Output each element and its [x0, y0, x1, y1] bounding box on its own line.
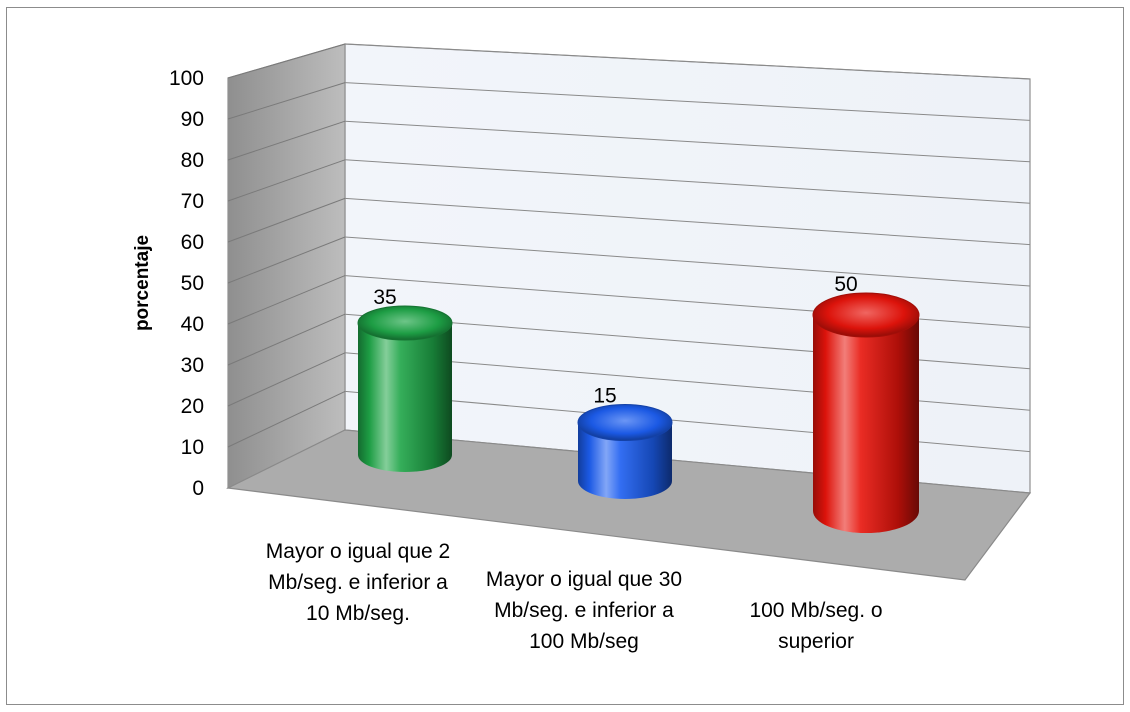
gridline-side — [227, 313, 346, 366]
bar-body — [578, 422, 672, 499]
gridline — [344, 82, 1031, 121]
y-tick-label: 30 — [181, 354, 204, 377]
category-label-line: superior — [778, 630, 854, 653]
y-tick-label: 0 — [192, 477, 204, 500]
bar-3: 50 — [812, 273, 920, 533]
bar-2: 15 — [577, 385, 673, 499]
category-label-line: Mayor o igual que 30 — [485, 568, 683, 591]
data-label: 50 — [834, 273, 857, 296]
category-label: Mayor o igual que 2 Mb/seg. e inferior a 1… — [238, 536, 478, 629]
bar-body — [358, 323, 452, 472]
bar-cap — [577, 404, 673, 441]
category-label-line: Mayor o igual que 2 — [265, 540, 451, 563]
y-tick-label: 10 — [181, 436, 204, 459]
y-tick-label: 60 — [181, 231, 204, 254]
category-label: Mayor o igual que 30 Mb/seg. e inferior a… — [464, 564, 704, 657]
y-axis-ticks: 0 10 20 30 40 50 60 70 80 90 100 — [169, 67, 204, 500]
category-label: 100 Mb/seg. o superior — [696, 595, 936, 657]
data-label: 15 — [593, 385, 616, 408]
gridline-side — [227, 275, 346, 325]
y-tick-label: 80 — [181, 149, 204, 172]
bar-cap — [812, 292, 920, 338]
bars: 35 15 50 — [357, 273, 920, 533]
gridline-side — [227, 120, 346, 161]
y-axis-label: porcentaje — [132, 235, 153, 331]
gridline-side — [227, 82, 346, 120]
side-wall — [227, 43, 346, 489]
gridline-side — [227, 43, 346, 79]
category-label-line: 10 Mb/seg. — [306, 602, 410, 625]
data-label: 35 — [373, 286, 396, 309]
y-tick-label: 90 — [181, 108, 204, 131]
category-label-line: Mb/seg. e inferior a — [268, 571, 448, 594]
gridline — [344, 236, 1031, 287]
y-tick-label: 70 — [181, 190, 204, 213]
category-label-line: Mb/seg. e inferior a — [494, 599, 674, 622]
y-tick-label: 100 — [169, 67, 204, 90]
gridline-side — [227, 197, 346, 243]
gridline — [344, 159, 1031, 204]
gridline — [344, 43, 1031, 80]
gridline-side — [227, 236, 346, 284]
bar-1: 35 — [357, 286, 453, 472]
category-label-line: 100 Mb/seg — [529, 630, 639, 653]
y-tick-label: 50 — [181, 272, 204, 295]
gridline-side — [227, 390, 346, 448]
gridline-side — [227, 159, 346, 202]
y-tick-label: 40 — [181, 313, 204, 336]
bar-cap — [357, 305, 453, 341]
category-label-line: 100 Mb/seg. o — [749, 599, 883, 622]
bar-body — [813, 315, 919, 533]
gridline-side — [227, 352, 346, 407]
gridline — [344, 197, 1031, 246]
gridline — [344, 120, 1031, 163]
y-tick-label: 20 — [181, 395, 204, 418]
